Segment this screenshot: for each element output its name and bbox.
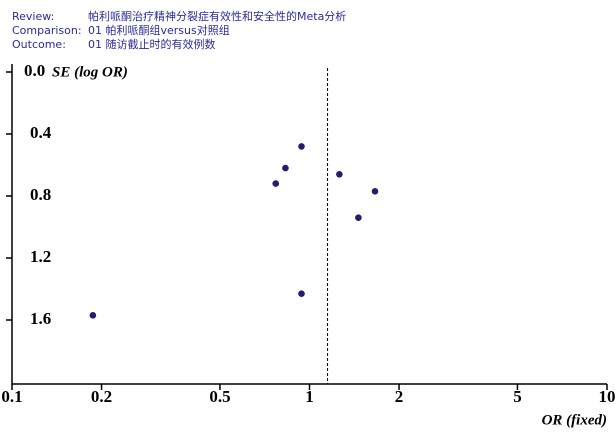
point bbox=[336, 171, 343, 178]
y-tick-label: 1.6 bbox=[30, 309, 51, 328]
x-tick-label: 2 bbox=[395, 387, 404, 406]
point bbox=[355, 214, 362, 221]
header-label: Comparison: bbox=[12, 24, 82, 37]
point bbox=[272, 180, 280, 187]
x-tick-label: 0.5 bbox=[209, 387, 230, 406]
y-tick-label: 0.0 bbox=[24, 61, 45, 80]
point bbox=[371, 188, 379, 195]
point bbox=[298, 143, 305, 150]
point bbox=[298, 290, 305, 297]
x-tick-label: 5 bbox=[513, 387, 522, 406]
y-tick-label: 0.4 bbox=[30, 123, 52, 142]
x-tick-label: 10 bbox=[599, 387, 616, 406]
x-axis-label: OR (fixed) bbox=[542, 412, 607, 428]
x-tick-label: 0.2 bbox=[91, 387, 112, 406]
header-label: Review: bbox=[12, 10, 54, 23]
header-text: 帕利哌酮治疗精神分裂症有效性和安全性的Meta分析 bbox=[88, 9, 346, 23]
header-label: Outcome: bbox=[12, 38, 66, 51]
header-text: 01 随访截止时的有效例数 bbox=[88, 37, 216, 51]
point bbox=[89, 312, 97, 319]
y-tick-label: 0.8 bbox=[30, 185, 51, 204]
y-tick-label: 1.2 bbox=[30, 247, 51, 266]
point bbox=[282, 164, 289, 172]
x-tick-label: 0.1 bbox=[1, 387, 22, 406]
y-axis-label: SE (log OR) bbox=[52, 64, 128, 80]
header-text: 01 帕利哌酮组versus对照组 bbox=[88, 23, 230, 37]
x-tick-label: 1 bbox=[305, 387, 314, 406]
